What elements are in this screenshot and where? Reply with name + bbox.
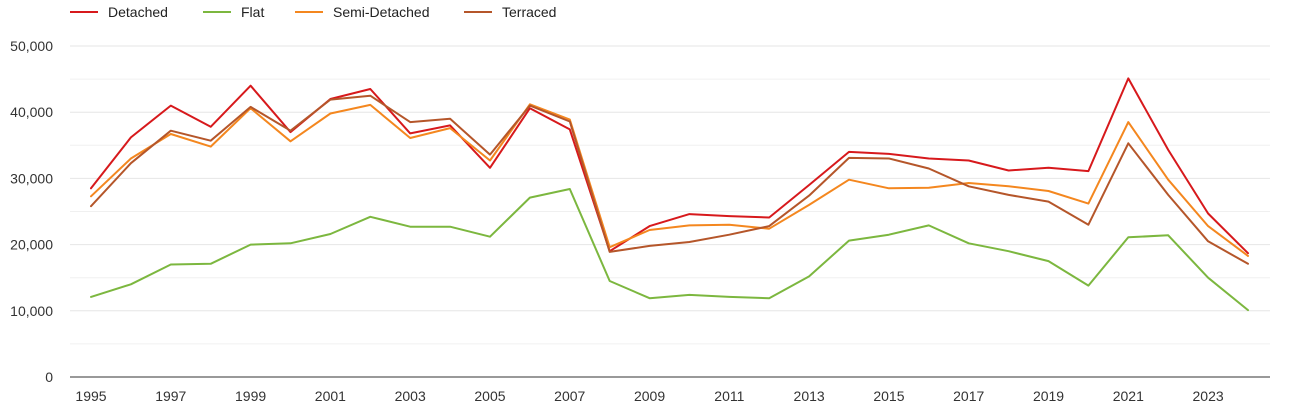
y-tick-label: 20,000 <box>10 237 53 253</box>
series-line-terraced <box>90 94 1249 265</box>
x-tick-label: 2011 <box>714 388 744 404</box>
y-tick-label: 30,000 <box>10 170 53 186</box>
y-tick-label: 50,000 <box>10 38 53 54</box>
x-tick-label: 2007 <box>554 388 585 404</box>
y-tick-label: 10,000 <box>10 303 53 319</box>
y-tick-label: 40,000 <box>10 104 53 120</box>
series-line-flat <box>90 188 1249 312</box>
legend: Detached Flat Semi-Detached Terraced <box>70 4 556 20</box>
x-tick-label: 2009 <box>634 388 665 404</box>
y-tick-label: 0 <box>45 369 53 385</box>
grid <box>70 45 1270 345</box>
legend-label: Flat <box>241 4 264 20</box>
x-tick-label: 2023 <box>1193 388 1224 404</box>
y-axis-tick-labels: 0 10,000 20,000 30,000 40,000 50,000 <box>10 38 53 385</box>
x-tick-label: 2001 <box>315 388 346 404</box>
x-tick-label: 2017 <box>953 388 984 404</box>
x-tick-label: 1995 <box>75 388 106 404</box>
x-tick-label: 2005 <box>474 388 505 404</box>
legend-label: Semi-Detached <box>333 4 430 20</box>
x-tick-label: 2019 <box>1033 388 1064 404</box>
x-axis-tick-labels: 1995 1997 1999 2001 2003 2005 2007 2009 2011 2013… <box>75 388 1223 404</box>
x-tick-label: 2015 <box>873 388 904 404</box>
x-tick-label: 2013 <box>794 388 825 404</box>
legend-item: Detached <box>70 4 168 20</box>
legend-item: Terraced <box>464 4 556 20</box>
x-tick-label: 2021 <box>1113 388 1144 404</box>
legend-label: Detached <box>108 4 168 20</box>
series-line-semi-detached <box>90 103 1249 257</box>
series-line-detached <box>90 77 1249 255</box>
x-tick-label: 1999 <box>235 388 266 404</box>
legend-item: Flat <box>203 4 264 20</box>
legend-item: Semi-Detached <box>295 4 430 20</box>
series-lines <box>90 77 1249 312</box>
legend-label: Terraced <box>502 4 556 20</box>
x-tick-label: 1997 <box>155 388 186 404</box>
x-tick-label: 2003 <box>395 388 426 404</box>
